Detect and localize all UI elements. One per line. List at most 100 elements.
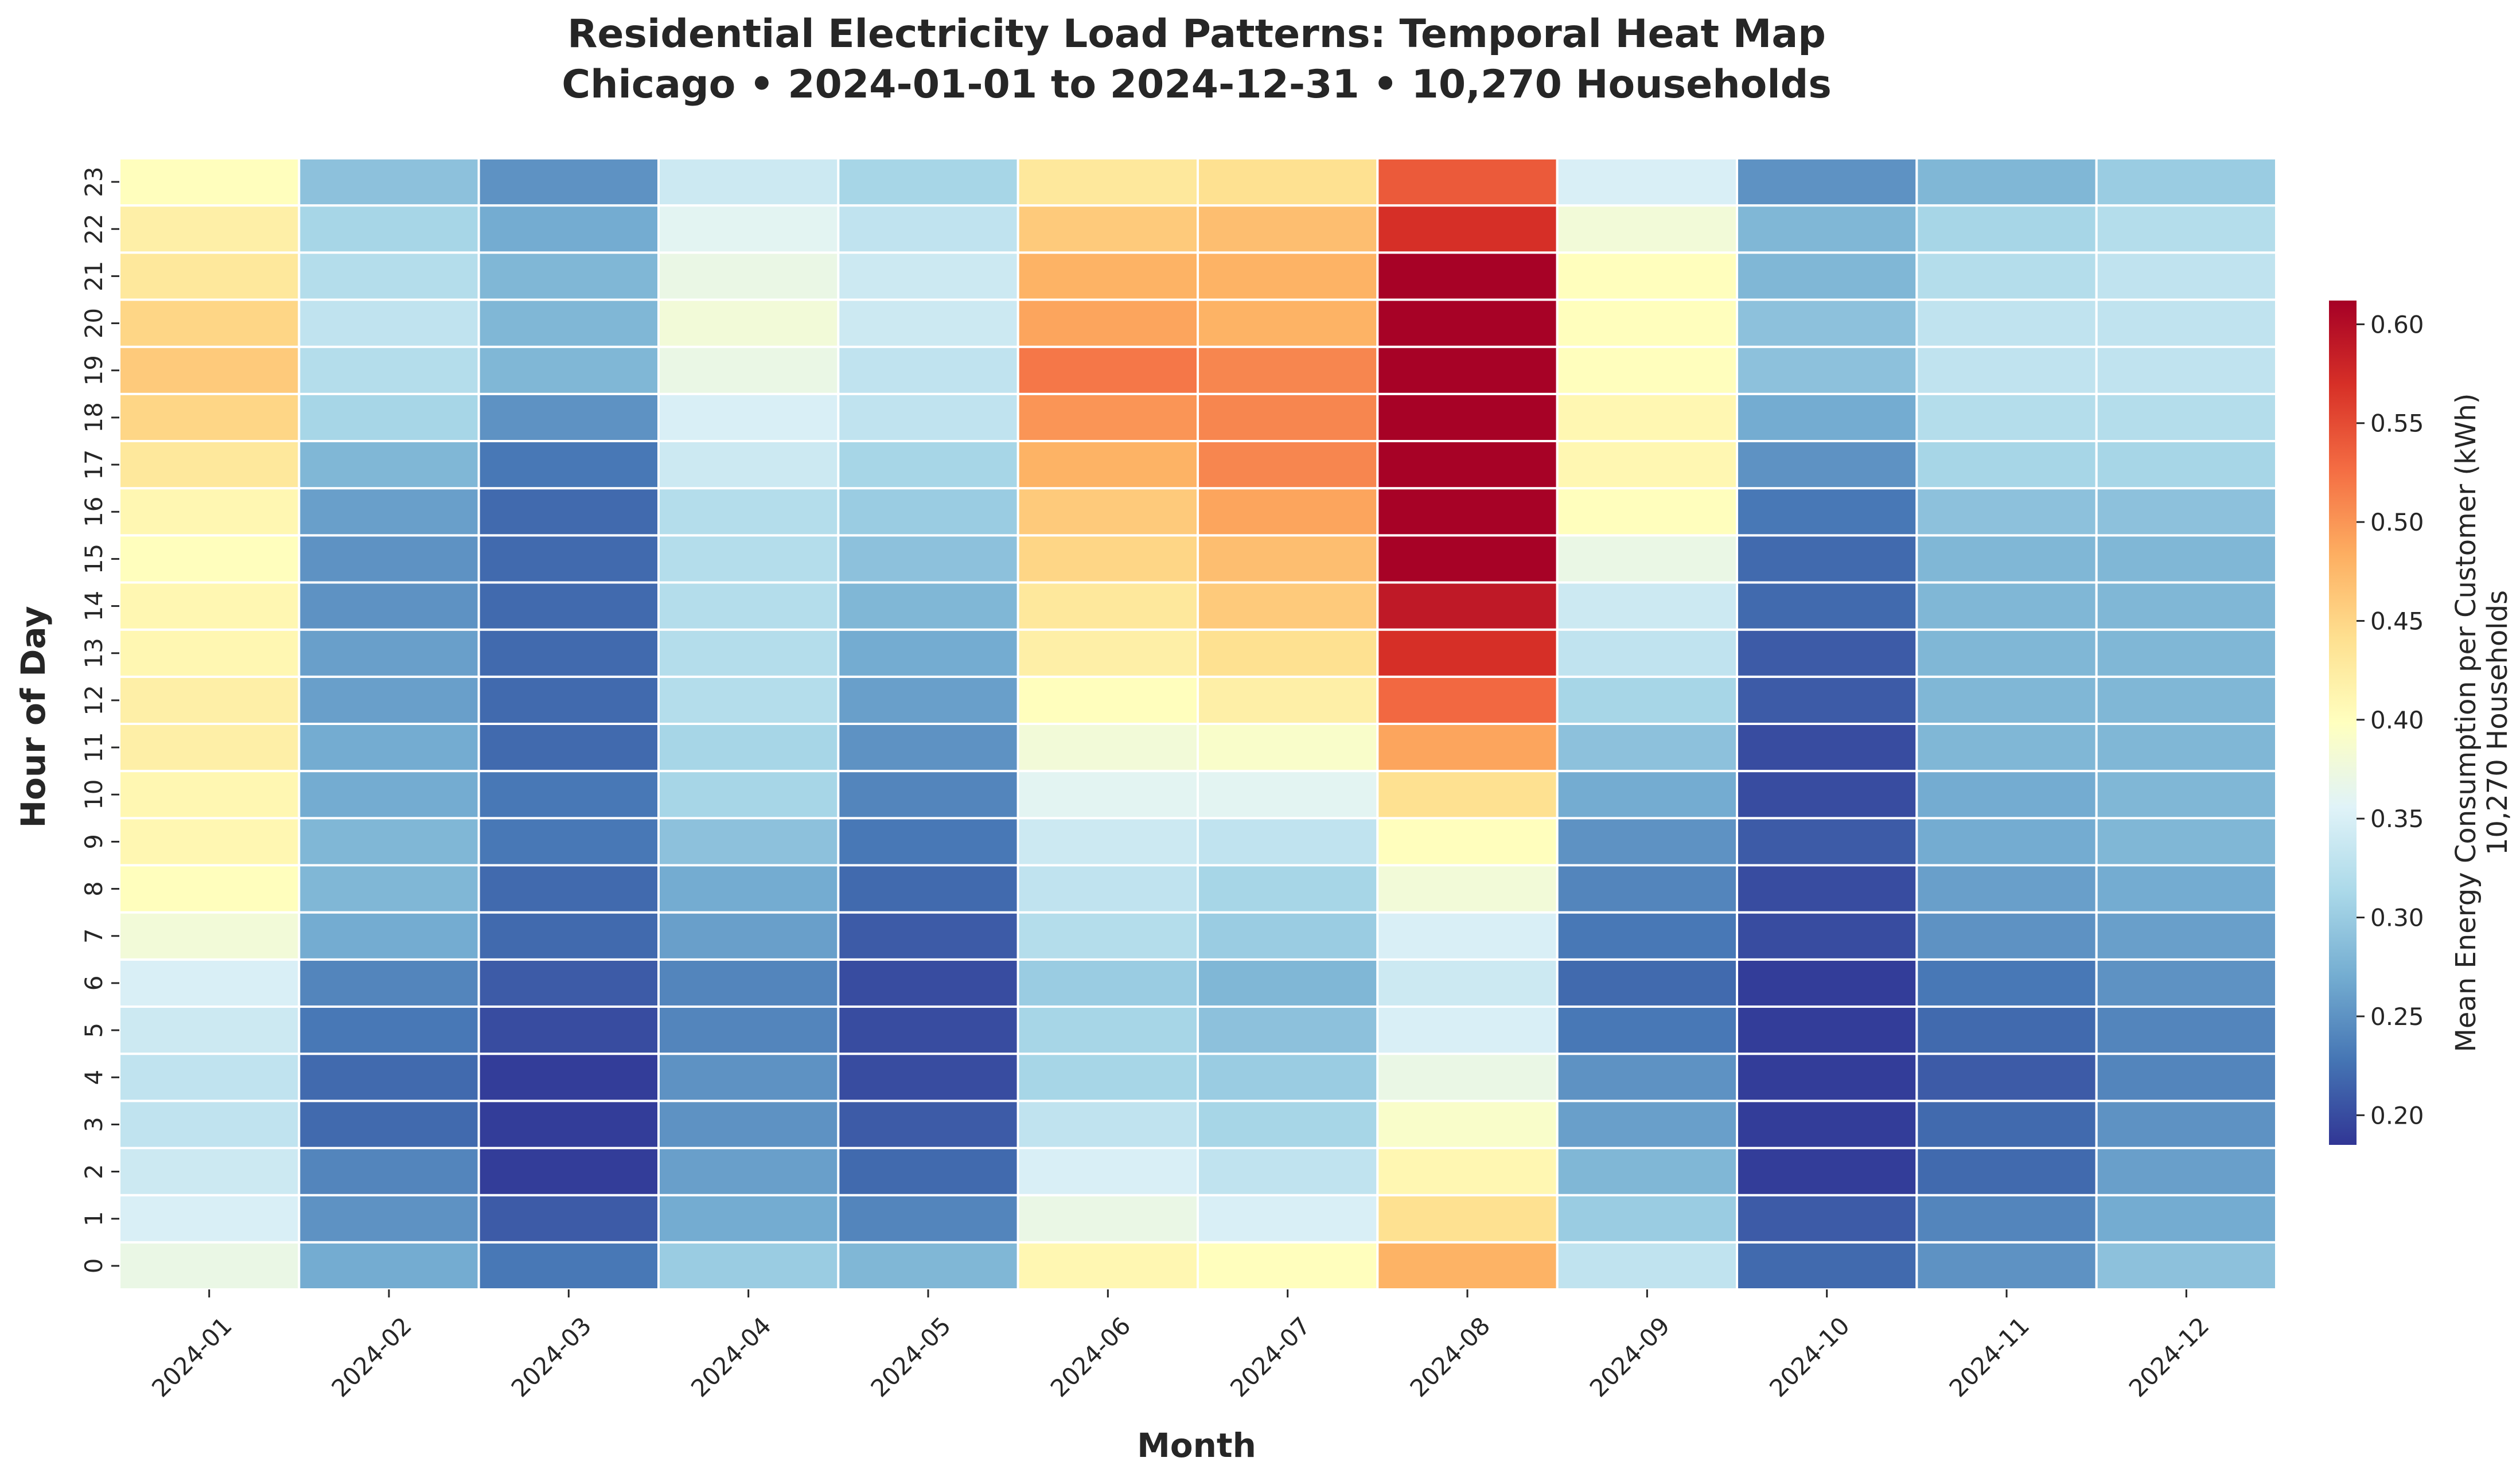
heatmap-cell-2024-01-h16 bbox=[118, 487, 301, 537]
heatmap-cell-2024-07-h14 bbox=[1197, 581, 1379, 631]
heatmap-cell-2024-09-h20 bbox=[1556, 298, 1739, 348]
heatmap-cell-2024-10-h1 bbox=[1736, 1194, 1918, 1244]
y-tick-label-17: 17 bbox=[80, 449, 108, 480]
heatmap-cell-2024-05-h2 bbox=[837, 1147, 1019, 1197]
heatmap-cell-2024-11-h5 bbox=[1915, 1005, 2098, 1055]
heatmap-cell-2024-02-h14 bbox=[298, 581, 480, 631]
x-tick-label-2024-02: 2024-02 bbox=[326, 1311, 417, 1402]
heatmap-cell-2024-10-h18 bbox=[1736, 392, 1918, 442]
y-tick-label-12: 12 bbox=[80, 685, 108, 715]
heatmap-cell-2024-06-h13 bbox=[1016, 628, 1199, 678]
heatmap-cell-2024-04-h21 bbox=[657, 251, 840, 301]
heatmap-cell-2024-08-h23 bbox=[1376, 157, 1559, 207]
heatmap-cell-2024-01-h21 bbox=[118, 251, 301, 301]
heatmap-cell-2024-02-h7 bbox=[298, 911, 480, 961]
heatmap-cell-2024-01-h12 bbox=[118, 675, 301, 726]
x-tick-label-2024-01: 2024-01 bbox=[146, 1311, 237, 1402]
heatmap-cell-2024-01-h9 bbox=[118, 817, 301, 867]
heatmap-cell-2024-10-h3 bbox=[1736, 1100, 1918, 1149]
heatmap-cell-2024-04-h3 bbox=[657, 1100, 840, 1149]
heatmap-cell-2024-05-h1 bbox=[837, 1194, 1019, 1244]
heatmap-cell-2024-08-h21 bbox=[1376, 251, 1559, 301]
heatmap-cell-2024-12-h6 bbox=[2095, 958, 2278, 1008]
x-tick-label-2024-05: 2024-05 bbox=[865, 1311, 956, 1402]
heatmap-cell-2024-11-h11 bbox=[1915, 723, 2098, 773]
heatmap-cell-2024-11-h9 bbox=[1915, 817, 2098, 867]
heatmap-cell-2024-02-h20 bbox=[298, 298, 480, 348]
heatmap-cell-2024-12-h2 bbox=[2095, 1147, 2278, 1197]
heatmap-cell-2024-11-h10 bbox=[1915, 770, 2098, 820]
heatmap-cell-2024-03-h14 bbox=[477, 581, 660, 631]
heatmap-cell-2024-08-h19 bbox=[1376, 345, 1559, 395]
heatmap-cell-2024-10-h23 bbox=[1736, 157, 1918, 207]
heatmap-cell-2024-09-h3 bbox=[1556, 1100, 1739, 1149]
heatmap-cell-2024-09-h0 bbox=[1556, 1241, 1739, 1291]
heatmap-cell-2024-06-h12 bbox=[1016, 675, 1199, 726]
heatmap-cell-2024-08-h10 bbox=[1376, 770, 1559, 820]
heatmap-cell-2024-04-h20 bbox=[657, 298, 840, 348]
heatmap-cell-2024-09-h18 bbox=[1556, 392, 1739, 442]
heatmap-cell-2024-01-h10 bbox=[118, 770, 301, 820]
heatmap-cell-2024-07-h21 bbox=[1197, 251, 1379, 301]
heatmap-cell-2024-02-h12 bbox=[298, 675, 480, 726]
heatmap-cell-2024-04-h17 bbox=[657, 440, 840, 490]
heatmap-cell-2024-12-h8 bbox=[2095, 864, 2278, 914]
heatmap-cell-2024-06-h22 bbox=[1016, 204, 1199, 254]
heatmap-cell-2024-12-h12 bbox=[2095, 675, 2278, 726]
heatmap-cell-2024-03-h12 bbox=[477, 675, 660, 726]
colorbar-tick-label-0.20: 0.20 bbox=[2370, 1101, 2424, 1129]
heatmap-cell-2024-12-h0 bbox=[2095, 1241, 2278, 1291]
heatmap-cell-2024-11-h8 bbox=[1915, 864, 2098, 914]
heatmap-cell-2024-12-h19 bbox=[2095, 345, 2278, 395]
heatmap-cell-2024-07-h12 bbox=[1197, 675, 1379, 726]
heatmap-cell-2024-11-h15 bbox=[1915, 534, 2098, 584]
heatmap-cell-2024-05-h20 bbox=[837, 298, 1019, 348]
heatmap-cell-2024-12-h7 bbox=[2095, 911, 2278, 961]
heatmap-cell-2024-02-h10 bbox=[298, 770, 480, 820]
colorbar-label-line2: 10,270 Households bbox=[2482, 590, 2514, 855]
y-tick-label-2: 2 bbox=[80, 1164, 108, 1179]
heatmap-cell-2024-01-h19 bbox=[118, 345, 301, 395]
heatmap-cell-2024-01-h11 bbox=[118, 723, 301, 773]
heatmap-cell-2024-09-h19 bbox=[1556, 345, 1739, 395]
heatmap-cell-2024-09-h2 bbox=[1556, 1147, 1739, 1197]
heatmap-cell-2024-09-h10 bbox=[1556, 770, 1739, 820]
y-tick-label-7: 7 bbox=[80, 928, 108, 944]
heatmap-cell-2024-02-h3 bbox=[298, 1100, 480, 1149]
heatmap-cell-2024-09-h5 bbox=[1556, 1005, 1739, 1055]
heatmap-cell-2024-08-h18 bbox=[1376, 392, 1559, 442]
heatmap-cell-2024-09-h15 bbox=[1556, 534, 1739, 584]
heatmap-cell-2024-10-h0 bbox=[1736, 1241, 1918, 1291]
heatmap-cell-2024-12-h13 bbox=[2095, 628, 2278, 678]
heatmap-cells bbox=[118, 157, 2278, 1291]
heatmap-cell-2024-03-h2 bbox=[477, 1147, 660, 1197]
heatmap-cell-2024-05-h9 bbox=[837, 817, 1019, 867]
heatmap-cell-2024-04-h23 bbox=[657, 157, 840, 207]
heatmap-cell-2024-10-h10 bbox=[1736, 770, 1918, 820]
heatmap-cell-2024-09-h16 bbox=[1556, 487, 1739, 537]
colorbar-tick-label-0.35: 0.35 bbox=[2370, 805, 2424, 833]
heatmap-cell-2024-05-h19 bbox=[837, 345, 1019, 395]
heatmap-cell-2024-05-h18 bbox=[837, 392, 1019, 442]
heatmap-cell-2024-11-h12 bbox=[1915, 675, 2098, 726]
heatmap-cell-2024-10-h19 bbox=[1736, 345, 1918, 395]
heatmap-cell-2024-05-h8 bbox=[837, 864, 1019, 914]
y-tick-label-22: 22 bbox=[80, 214, 108, 244]
heatmap-cell-2024-10-h15 bbox=[1736, 534, 1918, 584]
heatmap-cell-2024-11-h6 bbox=[1915, 958, 2098, 1008]
x-tick-label-2024-08: 2024-08 bbox=[1404, 1311, 1495, 1402]
y-tick-label-21: 21 bbox=[80, 261, 108, 291]
y-tick-label-16: 16 bbox=[80, 497, 108, 527]
heatmap-cell-2024-06-h18 bbox=[1016, 392, 1199, 442]
heatmap-cell-2024-07-h15 bbox=[1197, 534, 1379, 584]
heatmap-cell-2024-06-h3 bbox=[1016, 1100, 1199, 1149]
heatmap-cell-2024-06-h8 bbox=[1016, 864, 1199, 914]
heatmap-cell-2024-03-h9 bbox=[477, 817, 660, 867]
heatmap-cell-2024-12-h14 bbox=[2095, 581, 2278, 631]
colorbar-label-line1: Mean Energy Consumption per Customer (kW… bbox=[2450, 393, 2482, 1052]
heatmap-cell-2024-04-h6 bbox=[657, 958, 840, 1008]
heatmap-cell-2024-04-h4 bbox=[657, 1053, 840, 1102]
heatmap-cell-2024-06-h7 bbox=[1016, 911, 1199, 961]
heatmap-cell-2024-07-h8 bbox=[1197, 864, 1379, 914]
